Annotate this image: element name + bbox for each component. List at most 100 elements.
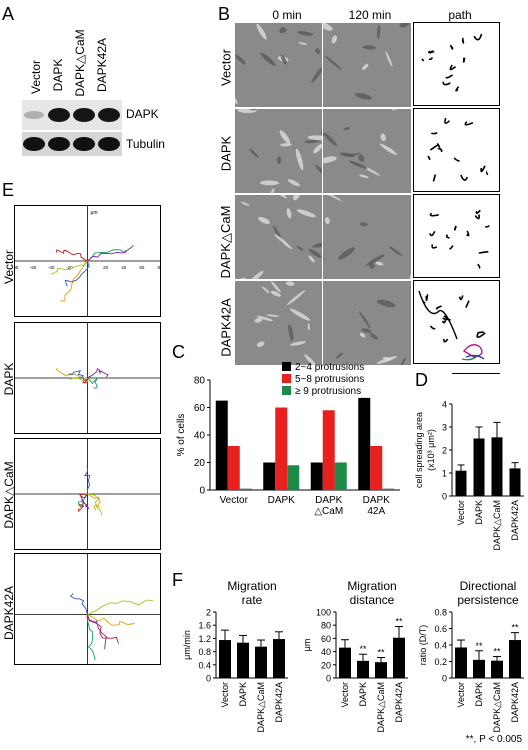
svg-text:40: 40 bbox=[121, 265, 127, 270]
bar bbox=[287, 465, 300, 490]
blot-lane-dapk: DAPK bbox=[51, 58, 65, 92]
x-tick-label: △CaM bbox=[314, 506, 343, 517]
x-tick-label: DAPK△CaM bbox=[492, 682, 502, 732]
path-image bbox=[413, 194, 500, 278]
bar bbox=[237, 642, 249, 678]
track-plot bbox=[14, 438, 161, 550]
micrograph-image bbox=[234, 280, 324, 366]
chart-title: persistence bbox=[457, 593, 519, 607]
bar bbox=[509, 640, 521, 678]
y-axis-label: μm/min bbox=[182, 630, 192, 660]
y-tick-label: 1 bbox=[442, 469, 447, 479]
svg-text:-60: -60 bbox=[30, 265, 37, 270]
x-tick-label: DAPK42A bbox=[510, 682, 520, 723]
y-tick-label: 2 bbox=[206, 608, 211, 618]
track-plot bbox=[14, 553, 161, 665]
y-tick-label: 2 bbox=[442, 446, 447, 456]
y-tick-label: 60 bbox=[321, 634, 331, 644]
bar bbox=[357, 660, 369, 678]
x-tick-label: DAPK△CaM bbox=[492, 500, 502, 550]
x-tick-label: DAPK bbox=[315, 495, 343, 506]
blot-lane-dapk42a: DAPK42A bbox=[95, 37, 109, 93]
bar bbox=[358, 397, 371, 490]
bar bbox=[239, 488, 252, 490]
micrograph-image bbox=[234, 108, 324, 194]
x-tick-label: DAPK42A bbox=[394, 682, 404, 723]
bar bbox=[334, 462, 347, 490]
bar bbox=[455, 647, 467, 678]
y-tick-label: 0 bbox=[442, 492, 447, 502]
svg-text:-40: -40 bbox=[48, 265, 55, 270]
y-axis-label: cell spreading area bbox=[414, 412, 424, 488]
significance-mark: ** bbox=[511, 623, 519, 633]
blot-lane-dapk-dcam: DAPK△CaM bbox=[73, 29, 87, 97]
x-tick-label: Vector bbox=[456, 682, 466, 708]
x-tick-label: DAPK42A bbox=[510, 500, 520, 541]
chart-title: distance bbox=[350, 593, 395, 607]
svg-text:-20: -20 bbox=[66, 265, 73, 270]
x-tick-label: DAPK bbox=[474, 500, 484, 525]
bar bbox=[263, 462, 276, 490]
legend-swatch bbox=[282, 386, 291, 395]
y-tick-label: 40 bbox=[321, 647, 331, 657]
micrograph-image bbox=[322, 22, 412, 108]
panel-label-d: D bbox=[415, 370, 428, 390]
scale-bar bbox=[452, 373, 500, 374]
blot-row-tubulin: Tubulin bbox=[126, 137, 165, 151]
legend-swatch bbox=[282, 362, 291, 371]
chart-title: Directional bbox=[460, 579, 517, 593]
bar bbox=[273, 639, 285, 678]
y-tick-label: 0.8 bbox=[198, 647, 211, 657]
legend-label: ≥ 9 protrusions bbox=[295, 386, 361, 397]
svg-text:20: 20 bbox=[103, 265, 109, 270]
blot-band-dapk bbox=[22, 100, 122, 130]
y-tick-label: 80 bbox=[194, 376, 206, 387]
significance-mark: ** bbox=[475, 641, 483, 651]
y-axis-unit: (x10³ μm²) bbox=[426, 429, 436, 471]
x-tick-label: DAPK42A bbox=[274, 682, 284, 723]
bar bbox=[473, 438, 485, 496]
bar bbox=[215, 400, 228, 490]
y-tick-label: 0.8 bbox=[434, 608, 447, 618]
y-tick-label: 4 bbox=[442, 400, 447, 410]
bar bbox=[509, 468, 521, 496]
x-tick-label: Vector bbox=[220, 682, 230, 708]
x-tick-label: Vector bbox=[456, 500, 466, 526]
bar bbox=[275, 407, 288, 490]
path-image bbox=[413, 280, 500, 364]
chart-title: Migration bbox=[347, 579, 396, 593]
panel-label-f: F bbox=[172, 570, 183, 590]
svg-text:μm: μm bbox=[91, 210, 98, 216]
y-tick-label: 1.6 bbox=[198, 621, 211, 631]
bar bbox=[473, 659, 485, 678]
bar bbox=[219, 640, 231, 678]
col-0min: 0 min bbox=[272, 8, 302, 22]
legend-swatch bbox=[282, 374, 291, 383]
col-path: path bbox=[448, 8, 472, 22]
svg-text:80: 80 bbox=[157, 265, 160, 270]
bar bbox=[382, 488, 395, 490]
blot-band-tubulin bbox=[22, 132, 122, 156]
bar bbox=[227, 446, 240, 490]
blot-row-dapk: DAPK bbox=[126, 107, 159, 121]
track-plot bbox=[14, 322, 161, 434]
svg-text:60: 60 bbox=[139, 265, 145, 270]
micrograph-image bbox=[322, 108, 412, 194]
y-tick-label: 0.6 bbox=[434, 624, 447, 634]
x-tick-label: DAPK△CaM bbox=[256, 682, 266, 732]
bar bbox=[375, 662, 387, 678]
significance-mark: ** bbox=[359, 644, 367, 654]
y-tick-label: 0.4 bbox=[198, 660, 211, 670]
track-plot: -80 -60 -40 -20 20 40 60 80 μm bbox=[12, 205, 163, 317]
y-tick-label: 0 bbox=[199, 486, 205, 497]
y-tick-label: 20 bbox=[321, 660, 331, 670]
y-tick-label: 80 bbox=[321, 621, 331, 631]
y-tick-label: 3 bbox=[442, 423, 447, 433]
x-tick-label: DAPK bbox=[474, 682, 484, 707]
chart-title: Migration bbox=[227, 579, 276, 593]
x-tick-label: Vector bbox=[340, 682, 350, 708]
y-tick-label: 0.4 bbox=[434, 641, 447, 651]
